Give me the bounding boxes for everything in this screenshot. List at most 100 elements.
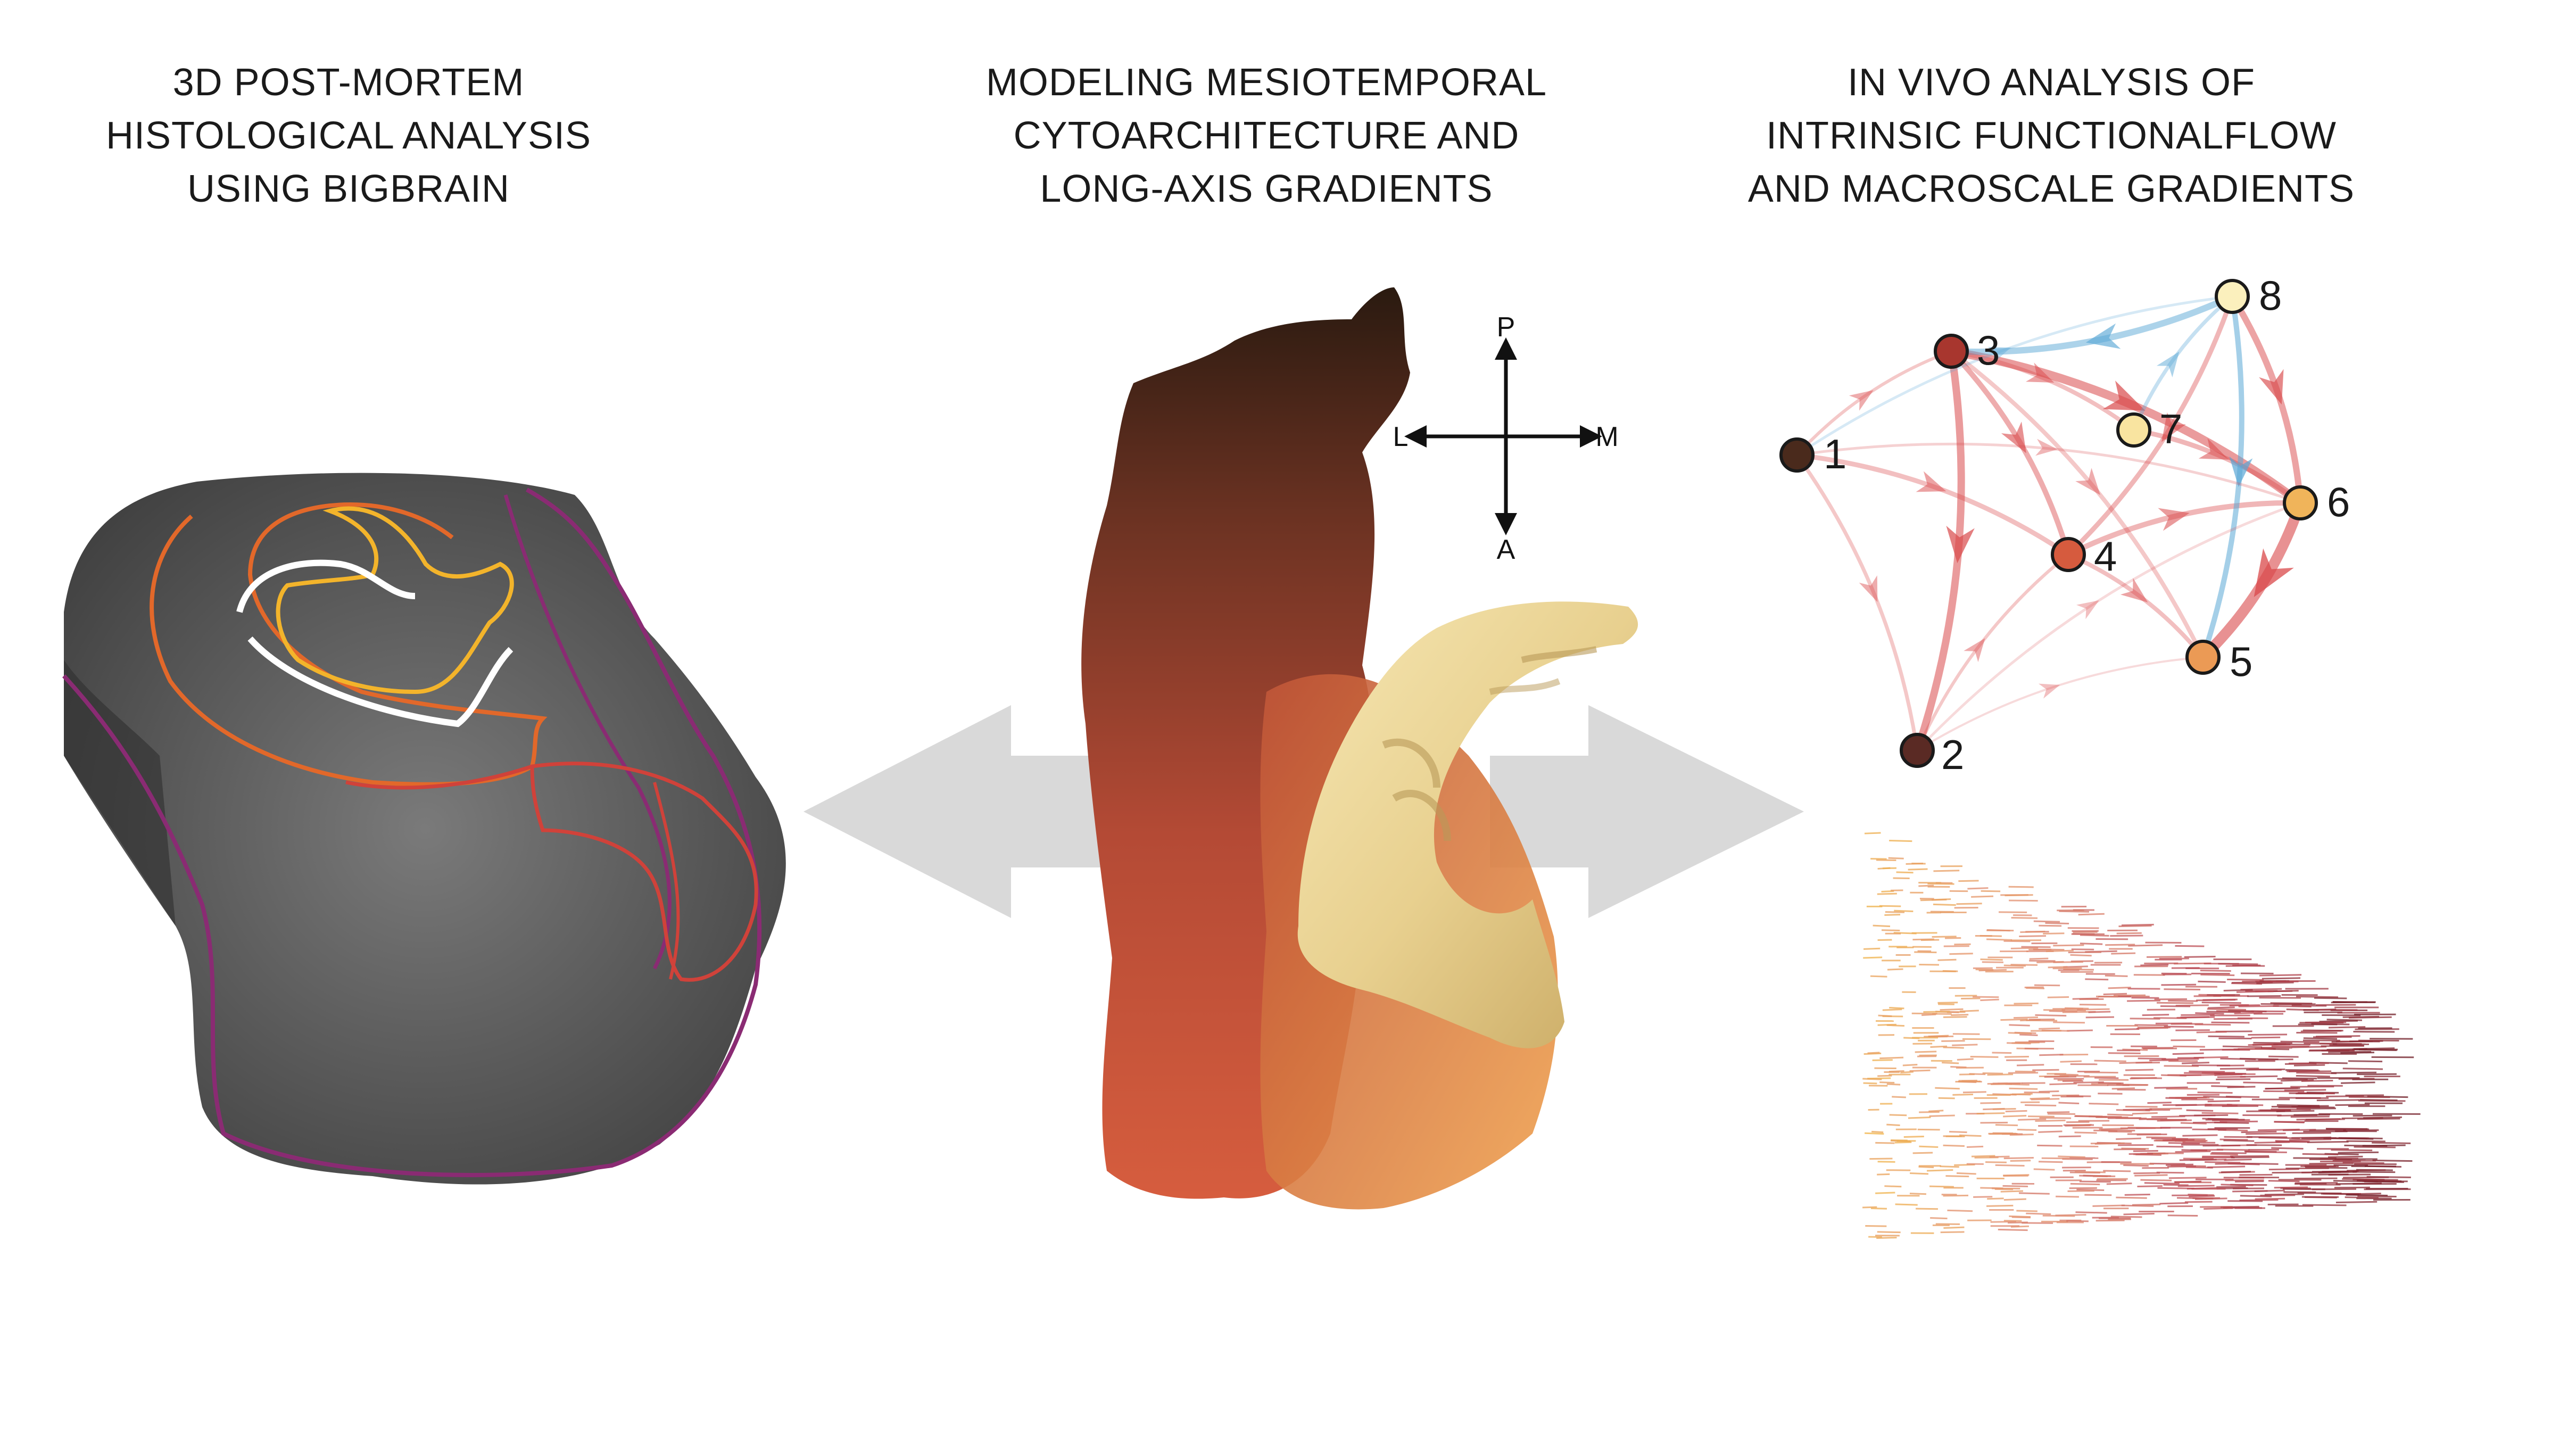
vector-arrow [2107, 1113, 2133, 1117]
vector-arrow [2219, 1138, 2248, 1141]
vector-arrow [1919, 1145, 1939, 1148]
vector-arrow [1966, 1145, 1984, 1148]
label-anterior: A [1497, 534, 1515, 565]
network-node-label: 7 [2159, 406, 2182, 452]
vector-arrow [1909, 1069, 1931, 1072]
edge-arrowhead [2254, 548, 2294, 597]
vector-arrow [2223, 1139, 2255, 1142]
vector-arrow [2116, 1137, 2141, 1140]
vector-arrow [2285, 1167, 2329, 1170]
network-edge [1795, 453, 1919, 753]
right-gray-arrow [1490, 705, 1804, 918]
vector-arrow [2045, 949, 2074, 953]
vector-arrow [2026, 1019, 2058, 1022]
vector-arrow [2123, 1164, 2149, 1167]
vector-arrow [2018, 1118, 2047, 1121]
vector-arrow [1986, 1204, 2014, 1207]
vector-arrow [2026, 1212, 2051, 1215]
vector-arrow [2280, 1040, 2320, 1043]
edge-arrowhead [2038, 683, 2060, 699]
vector-arrow [2108, 1052, 2141, 1054]
vector-arrow [2043, 932, 2065, 935]
vector-arrow [1895, 1203, 1918, 1206]
vector-arrow [2186, 1109, 2214, 1112]
vector-arrow [2019, 935, 2047, 937]
vector-arrow [1889, 1006, 1904, 1010]
network-edges [1794, 293, 2306, 754]
vector-arrow [2039, 924, 2062, 927]
vector-arrow [1870, 1207, 1887, 1210]
vector-arrow [1871, 1130, 1884, 1134]
network-edge [1916, 656, 2204, 751]
vector-arrow [2347, 1169, 2386, 1172]
vector-arrow [1889, 839, 1912, 842]
vector-arrow [1910, 1172, 1929, 1175]
vector-arrow [2268, 1168, 2299, 1171]
vector-arrow [2094, 1142, 2125, 1145]
vector-arrow [2244, 1150, 2277, 1153]
vector-arrow [2258, 1136, 2300, 1139]
edge-arrowhead [2259, 369, 2284, 405]
vector-arrow [1976, 1112, 2005, 1115]
vector-arrow [2273, 1043, 2310, 1046]
vector-arrow [1894, 1141, 1912, 1144]
vector-arrow [2005, 1083, 2030, 1086]
vector-arrow [2289, 1062, 2329, 1064]
vector-arrow [2208, 1035, 2244, 1038]
edge-arrowhead [1964, 638, 1985, 663]
network-node [2051, 537, 2086, 572]
vector-arrow [2111, 952, 2136, 955]
vector-arrow [2275, 1140, 2310, 1143]
vector-arrow [2268, 1055, 2299, 1058]
vector-arrow [2151, 1137, 2189, 1140]
vector-arrow [1863, 947, 1881, 950]
vector-arrow [2003, 1114, 2027, 1118]
vector-arrow [2215, 1162, 2245, 1165]
label-posterior: P [1497, 312, 1515, 343]
vector-arrow [1877, 1173, 1890, 1176]
network-node-label: 5 [2230, 638, 2252, 685]
vector-arrow [2134, 1174, 2168, 1177]
vector-arrow [1914, 951, 1937, 954]
vector-arrow [2327, 1155, 2363, 1158]
vector-arrow [2113, 994, 2146, 997]
vector-arrow [2255, 1197, 2285, 1200]
vector-arrow [2282, 1077, 2317, 1080]
vector-arrow [1982, 961, 2003, 963]
vector-arrow [1995, 1124, 2018, 1127]
title-in-vivo: IN VIVO ANALYSIS OF INTRINSIC FUNCTIONAL… [1745, 56, 2357, 216]
vector-arrow [2263, 1090, 2305, 1093]
vector-arrow [2249, 1068, 2282, 1071]
vector-arrow [2305, 1021, 2347, 1023]
vector-arrow [2225, 964, 2261, 967]
vector-arrow [2241, 1130, 2277, 1134]
vector-arrow [2363, 1116, 2402, 1119]
network-nodes: 1 2 3 4 5 6 7 8 [1779, 272, 2350, 778]
vector-arrow [2076, 1188, 2105, 1191]
vector-arrow [2153, 1017, 2187, 1019]
label-lateral: L [1393, 421, 1409, 452]
edge-arrowhead [2076, 600, 2099, 619]
vector-arrow [1940, 1008, 1964, 1011]
network-node-label: 4 [2094, 533, 2117, 580]
network-node [2283, 485, 2318, 520]
vector-arrow [1952, 1033, 1980, 1035]
vector-arrow [2105, 974, 2128, 977]
vector-arrow [2180, 1073, 2216, 1077]
vector-arrow [2222, 1045, 2263, 1048]
vector-arrow [2058, 1155, 2085, 1158]
vector-arrow [2007, 1221, 2028, 1224]
vector-arrow [2297, 1192, 2342, 1194]
vector-arrow [2309, 1162, 2354, 1165]
vector-arrow [2195, 1012, 2224, 1015]
vector-arrow [2229, 1004, 2260, 1007]
vector-arrow [2305, 1118, 2345, 1121]
vector-arrow [2198, 980, 2226, 983]
vector-arrow [1865, 1225, 1887, 1227]
vector-arrow [2294, 1177, 2338, 1180]
vector-arrow [2079, 1180, 2111, 1183]
vector-arrow [2058, 1135, 2081, 1138]
vector-arrow [2061, 1009, 2086, 1012]
vector-arrow [1955, 1080, 1981, 1083]
edge-arrowhead [2001, 421, 2026, 453]
